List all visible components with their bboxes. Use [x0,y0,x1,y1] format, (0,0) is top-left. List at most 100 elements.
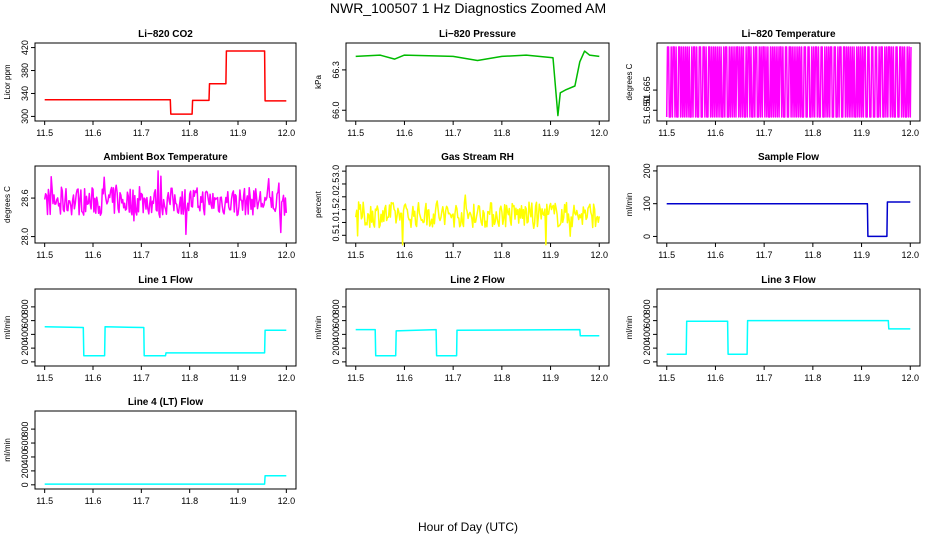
y-tick-label: 300 [20,109,30,124]
x-tick-label: 11.7 [133,496,150,506]
y-tick-label: 800 [642,299,652,314]
panel-line2: Line 2 Flow ml/min 11.5 11.6 11.7 11.8 11.9 12.… [314,275,610,383]
x-tick-label: 11.9 [230,496,247,506]
panel-title: Li−820 CO2 [138,29,193,40]
panel-licor_temp: Li−820 Temperature degrees C 11.5 11.6 11.7 1… [625,29,921,138]
x-tick-label: 11.6 [85,496,102,506]
panel-title: Line 2 Flow [450,275,505,286]
x-tick-label: 11.8 [181,373,198,383]
series-line-co2 [44,50,287,115]
y-tick-label: 0 [642,359,652,364]
y-tick-label: 200 [642,341,652,356]
plot-frame [656,165,921,244]
x-tick-label: 12.0 [901,373,919,383]
x-tick-label: 11.6 [707,128,724,138]
x-tick-label: 11.8 [804,373,821,383]
x-tick-label: 11.8 [181,496,198,506]
x-tick-label: 12.0 [901,250,919,260]
x-tick-label: 11.9 [853,373,870,383]
panel-title: Ambient Box Temperature [103,152,228,163]
x-tick-label: 11.7 [445,250,462,260]
series-line-licor_temp [665,46,912,118]
x-tick-label: 11.5 [36,496,53,506]
y-tick-label: 3.0 [331,165,341,178]
plot-frame [34,288,297,367]
panel-line3: Line 3 Flow ml/min 11.5 11.6 11.7 11.8 11.9 12.… [625,275,921,383]
y-tick-label: 66.3 [331,61,341,79]
x-tick-label: 11.5 [658,373,675,383]
plot-frame [345,288,610,367]
y-axis-label: ml/min [625,316,634,340]
x-tick-label: 11.5 [347,128,364,138]
panel-co2: Li−820 CO2 Licor ppm 11.5 11.6 11.7 11.8 11.9 1… [3,29,297,138]
y-tick-label: 28.6 [20,189,30,207]
y-axis-label: ml/min [625,193,634,217]
y-tick-label: 400 [642,327,652,342]
panel-pressure: Li−820 Pressure kPa 11.5 11.6 11.7 11.8 11.9 12… [314,29,610,138]
y-tick-label: 2.0 [331,191,341,204]
x-tick-label: 11.7 [133,250,150,260]
x-tick-label: 11.6 [396,250,413,260]
y-tick-label: 200 [20,341,30,356]
x-tick-label: 11.7 [756,128,773,138]
x-tick-label: 11.5 [36,128,53,138]
y-tick-label: 800 [331,299,341,314]
x-tick-label: 11.8 [493,128,510,138]
x-tick-label: 11.9 [542,250,559,260]
x-tick-label: 11.7 [133,128,150,138]
y-tick-label: 600 [331,313,341,328]
panel-line1: Line 1 Flow ml/min 11.5 11.6 11.7 11.8 11.9 12.… [3,275,297,383]
panels: Li−820 CO2 Licor ppm 11.5 11.6 11.7 11.8 11.9 1… [3,29,921,506]
plot-frame [34,165,297,244]
y-tick-label: 200 [331,341,341,356]
x-tick-label: 12.0 [278,496,296,506]
x-tick-label: 11.6 [85,373,102,383]
x-tick-label: 11.8 [493,250,510,260]
y-tick-label: 600 [20,313,30,328]
y-tick-label: 600 [642,313,652,328]
series-line-line2 [355,328,600,357]
panel-title: Line 3 Flow [761,275,816,286]
plot-frame [345,42,610,122]
x-tick-label: 11.7 [756,373,773,383]
x-tick-label: 12.0 [590,128,608,138]
x-tick-label: 11.5 [36,250,53,260]
panel-title: Line 1 Flow [138,275,193,286]
x-tick-label: 11.5 [36,373,53,383]
y-axis-label: ml/min [3,316,12,340]
x-tick-label: 11.6 [396,128,413,138]
x-tick-label: 12.0 [590,373,608,383]
y-tick-label: 100 [642,196,652,211]
plot-frame [34,410,297,490]
x-tick-label: 11.9 [542,373,559,383]
y-tick-label: 0 [642,234,652,239]
x-tick-label: 11.8 [804,128,821,138]
y-tick-label: 1.5 [331,203,341,216]
panel-line4: Line 4 (LT) Flow ml/min 11.5 11.6 11.7 11.8 11… [3,397,297,506]
y-axis-label: Licor ppm [3,64,12,99]
x-tick-label: 11.9 [542,128,559,138]
x-tick-label: 11.7 [445,373,462,383]
x-tick-label: 11.5 [658,250,675,260]
x-tick-label: 11.9 [853,128,870,138]
y-tick-label: 340 [20,86,30,101]
x-tick-label: 11.8 [493,373,510,383]
y-tick-label: 200 [642,163,652,178]
series-line-pressure [355,50,600,117]
y-tick-label: 380 [20,63,30,78]
y-tick-label: 400 [20,449,30,464]
y-tick-label: 800 [20,422,30,437]
x-tick-label: 12.0 [278,128,296,138]
y-tick-label: 0 [331,359,341,364]
x-tick-label: 11.6 [707,373,724,383]
y-tick-label: 400 [20,327,30,342]
x-tick-label: 11.8 [804,250,821,260]
y-tick-label: 28.0 [20,228,30,246]
x-tick-label: 11.8 [181,250,198,260]
panel-title: Line 4 (LT) Flow [128,397,204,408]
series-line-box_temp [43,170,288,236]
x-tick-label: 12.0 [590,250,608,260]
y-tick-label: 0 [20,482,30,487]
y-tick-label: 0.5 [331,229,341,242]
x-tick-label: 11.6 [85,128,102,138]
